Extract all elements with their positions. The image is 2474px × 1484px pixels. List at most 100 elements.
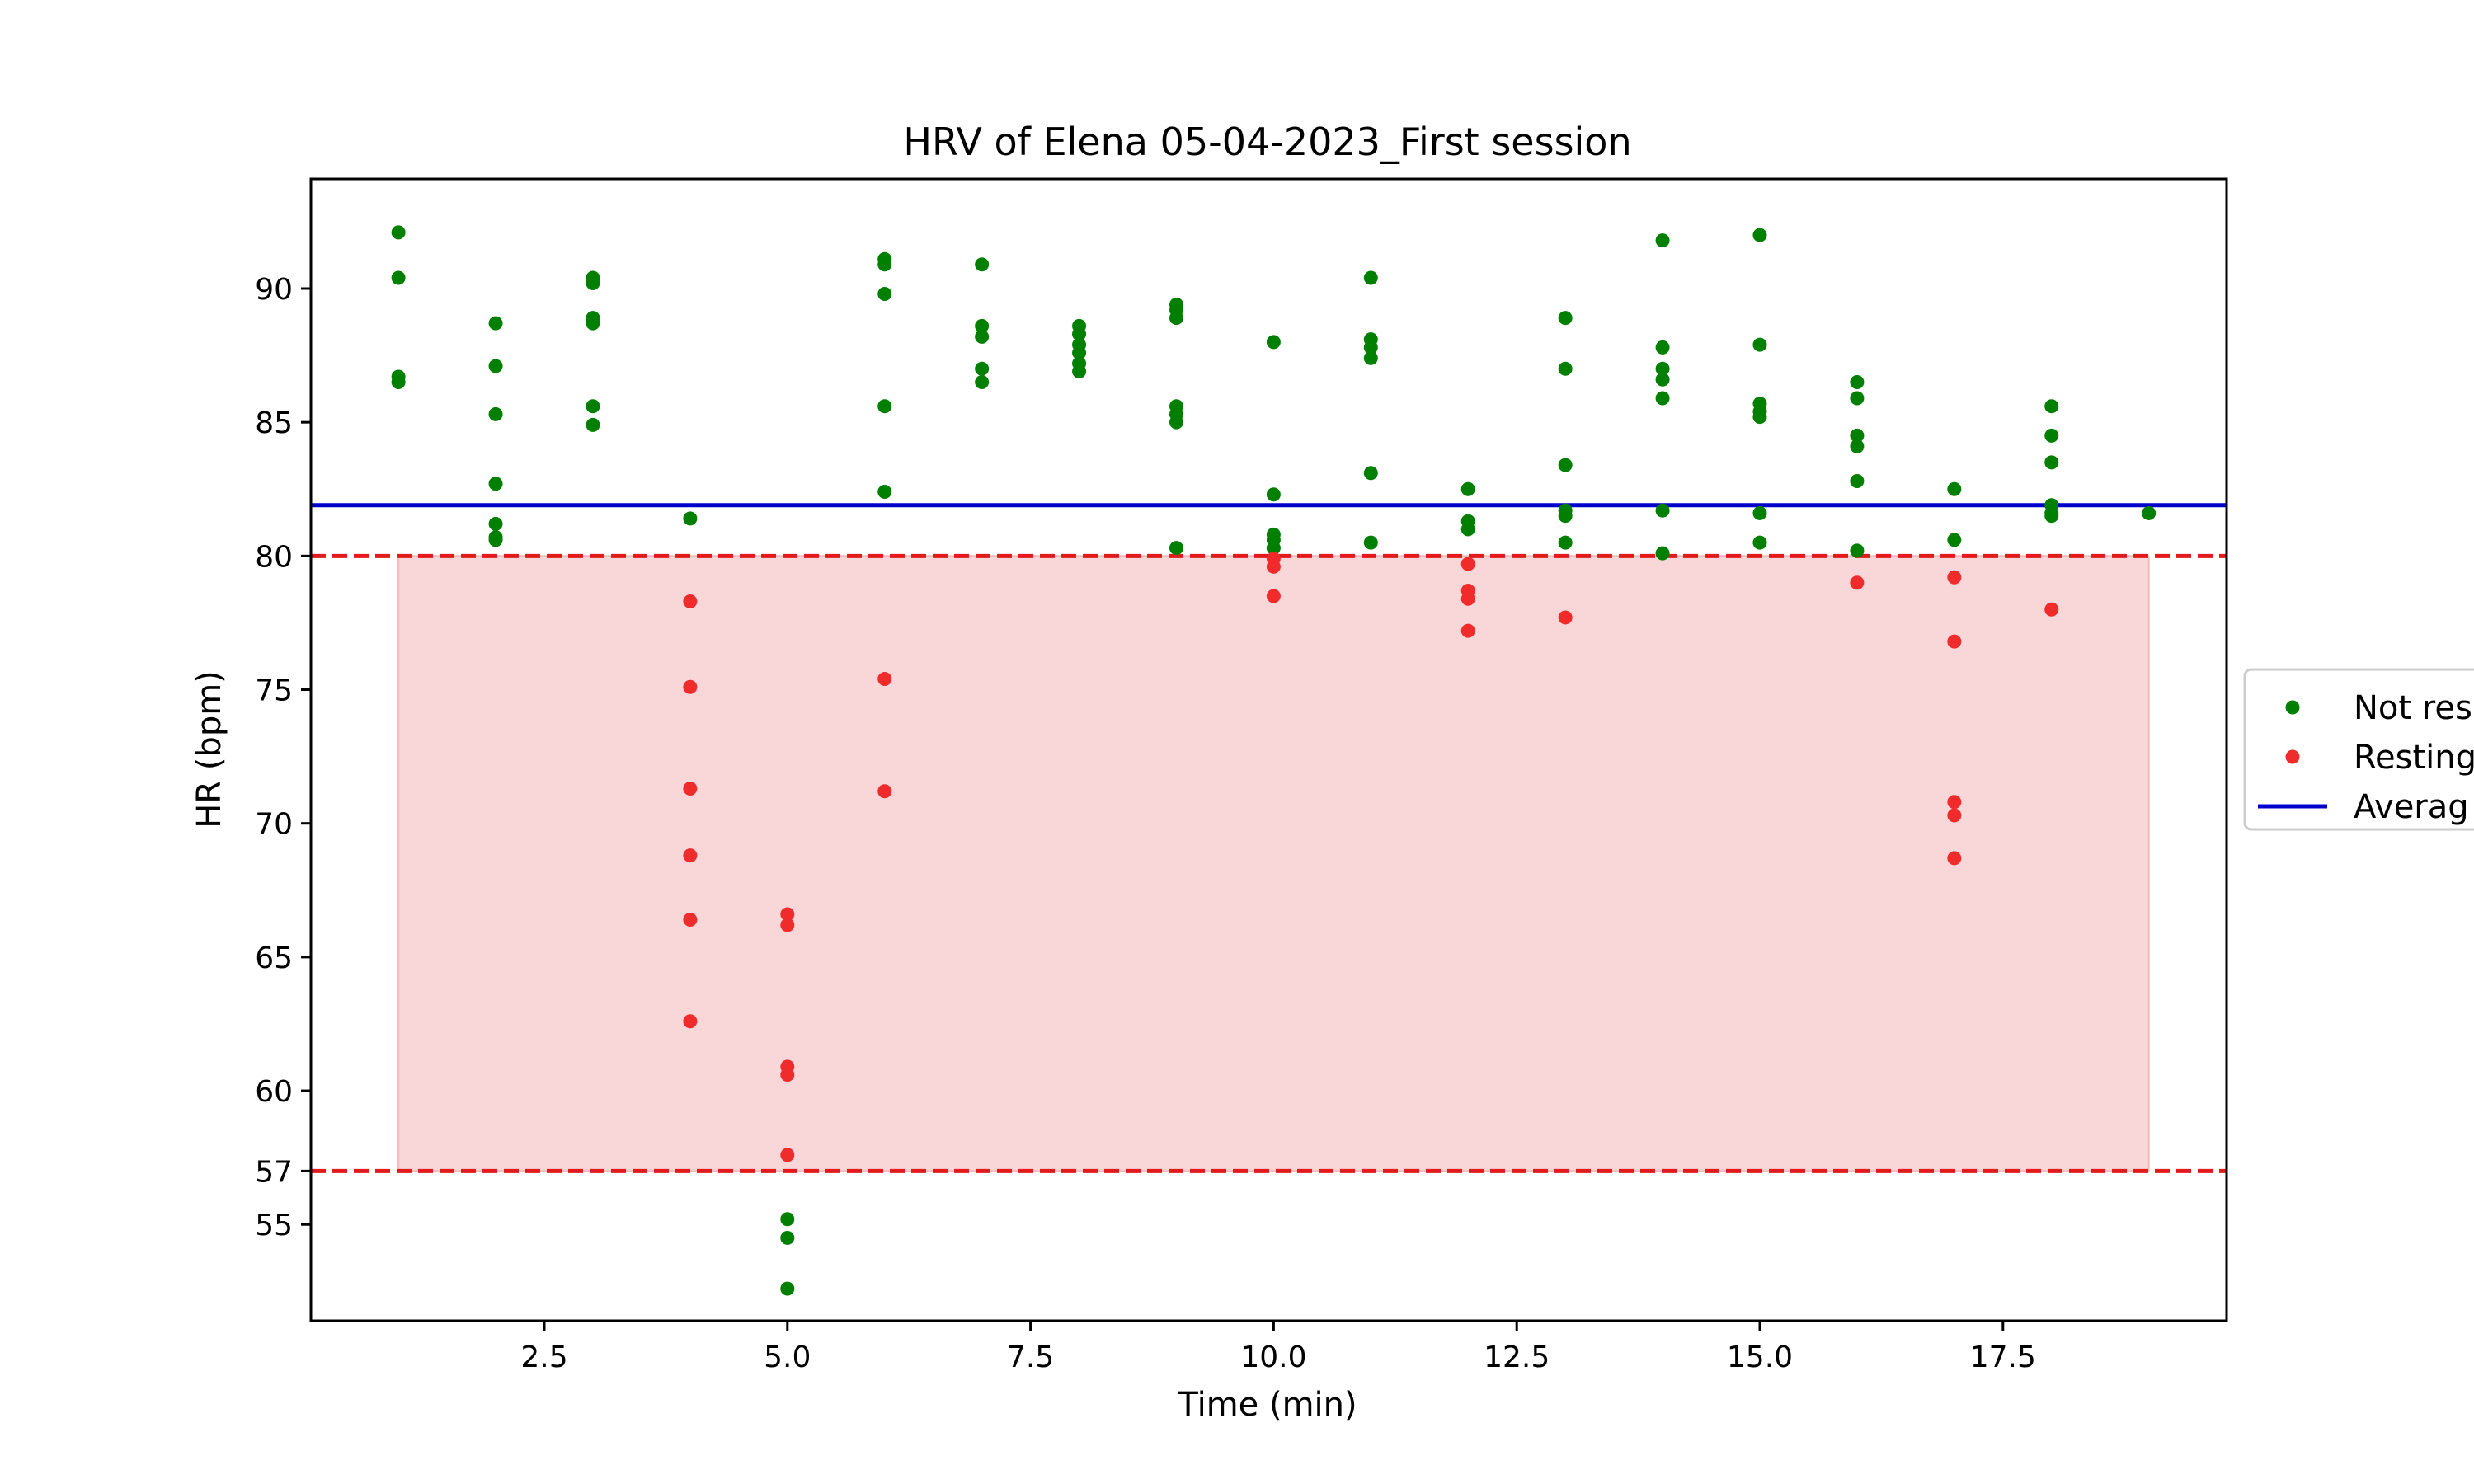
not-resting-point [488, 316, 503, 331]
resting-point [1947, 851, 1962, 866]
not-resting-point [586, 275, 600, 290]
not-resting-point [1460, 522, 1475, 537]
not-resting-point [975, 257, 990, 272]
y-tick-label: 80 [255, 540, 293, 574]
not-resting-point [1363, 270, 1378, 285]
not-resting-point [586, 417, 600, 432]
not-resting-point [1072, 345, 1087, 360]
not-resting-point [1363, 350, 1378, 365]
not-resting-point [586, 316, 600, 331]
not-resting-point [877, 399, 892, 414]
not-resting-point [488, 516, 503, 531]
not-resting-point [975, 361, 990, 376]
not-resting-point [1169, 311, 1183, 326]
plot-frame [309, 177, 2228, 1322]
resting-point [683, 912, 698, 927]
resting-point [780, 918, 795, 932]
x-tick-label: 12.5 [1484, 1341, 1550, 1374]
resting-point [877, 672, 892, 687]
not-resting-point [2044, 509, 2059, 524]
not-resting-point [391, 270, 406, 285]
resting-point [1460, 591, 1475, 606]
not-resting-point [1947, 533, 1962, 547]
y-tick-label: 65 [255, 942, 293, 975]
resting-point [1558, 610, 1573, 625]
not-resting-point [1460, 481, 1475, 496]
not-resting-point [1850, 428, 1865, 443]
resting-point [1850, 575, 1865, 590]
not-resting-point [1655, 546, 1670, 561]
resting-point [877, 784, 892, 799]
not-resting-point [488, 406, 503, 421]
legend-marker-resting [2285, 749, 2300, 764]
not-resting-point [1655, 372, 1670, 387]
resting-point [1947, 808, 1962, 823]
not-resting-point [1655, 391, 1670, 406]
x-tick-label: 2.5 [520, 1341, 567, 1374]
not-resting-point [1558, 458, 1573, 472]
not-resting-point [1752, 228, 1767, 242]
not-resting-point [1752, 535, 1767, 550]
legend-label: Resting [2354, 739, 2474, 777]
not-resting-point [1558, 311, 1573, 326]
not-resting-point [1947, 481, 1962, 496]
not-resting-point [1558, 361, 1573, 376]
data-points-layer [391, 225, 2157, 1296]
not-resting-point [391, 225, 406, 240]
y-tick-label: 55 [255, 1209, 293, 1242]
not-resting-point [1072, 326, 1087, 341]
not-resting-point [1266, 487, 1281, 502]
resting-zone-layer [311, 503, 2227, 1173]
not-resting-point [1363, 466, 1378, 481]
not-resting-point [1558, 535, 1573, 550]
x-tick-label: 17.5 [1970, 1341, 2036, 1374]
not-resting-point [1752, 505, 1767, 520]
not-resting-point [1850, 543, 1865, 558]
not-resting-point [1850, 375, 1865, 390]
not-resting-point [780, 1212, 795, 1227]
resting-point [780, 1068, 795, 1082]
not-resting-point [877, 257, 892, 272]
y-tick-label: 60 [255, 1075, 293, 1109]
not-resting-point [1558, 509, 1573, 524]
not-resting-point [975, 318, 990, 333]
not-resting-point [1363, 340, 1378, 355]
not-resting-point [488, 359, 503, 373]
not-resting-point [586, 399, 600, 414]
resting-point [1266, 559, 1281, 574]
y-axis-label: HR (bpm) [190, 670, 228, 829]
y-axis: 55 57 60 65 70 75 80 85 90 [255, 273, 311, 1242]
not-resting-point [877, 286, 892, 301]
not-resting-point [488, 533, 503, 547]
resting-point [1947, 634, 1962, 649]
y-tick-label: 75 [255, 674, 293, 708]
not-resting-point [1850, 391, 1865, 406]
x-axis: 2.5 5.0 7.5 10.0 12.5 15.0 17.5 [520, 1321, 2036, 1374]
not-resting-point [2142, 505, 2157, 520]
not-resting-point [1655, 361, 1670, 376]
not-resting-point [683, 511, 698, 526]
not-resting-point [1655, 340, 1670, 355]
not-resting-point [975, 375, 990, 390]
resting-point [780, 907, 795, 922]
y-tick-label: 70 [255, 808, 293, 842]
not-resting-point [1266, 335, 1281, 350]
x-tick-label: 5.0 [764, 1341, 811, 1374]
resting-point [683, 1014, 698, 1029]
y-tick-label: 85 [255, 406, 293, 440]
legend-marker-not-resting [2285, 700, 2300, 715]
chart-title: HRV of Elena 05-04-2023_First session [903, 120, 1631, 164]
not-resting-point [1169, 415, 1183, 430]
not-resting-point [488, 477, 503, 491]
resting-point [780, 1148, 795, 1162]
not-resting-point [1655, 503, 1670, 518]
not-resting-point [2044, 455, 2059, 470]
legend: Not res Resting Averag [2243, 668, 2474, 831]
resting-point [2044, 602, 2059, 617]
not-resting-point [780, 1230, 795, 1245]
x-tick-label: 15.0 [1727, 1341, 1793, 1374]
not-resting-point [1850, 439, 1865, 453]
not-resting-point [1655, 233, 1670, 248]
resting-point [683, 679, 698, 694]
